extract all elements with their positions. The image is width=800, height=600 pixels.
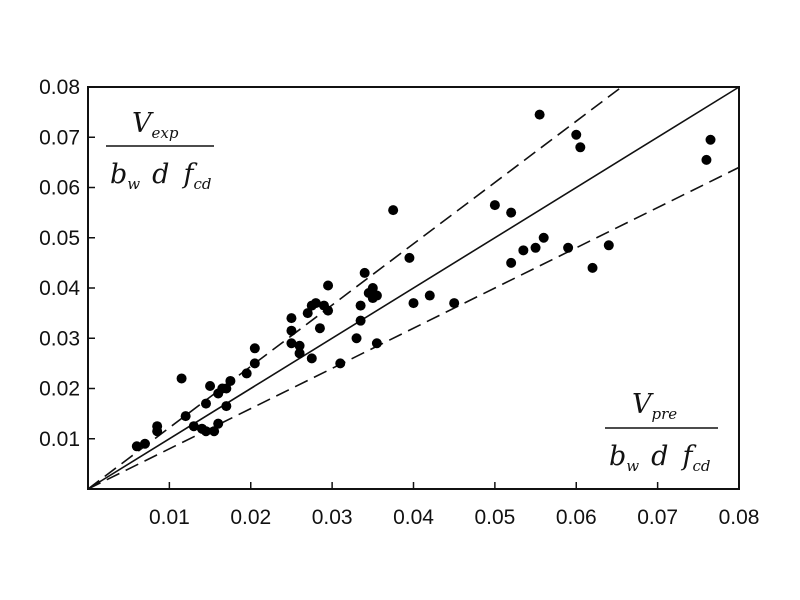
x-label-denominator: bw d fcd <box>609 441 710 475</box>
x-tick-label: 0.07 <box>637 506 678 529</box>
data-point <box>587 262 598 273</box>
data-point <box>408 298 419 309</box>
data-point <box>131 441 142 452</box>
data-point <box>404 252 415 263</box>
data-point <box>205 380 216 391</box>
data-point <box>603 240 614 251</box>
data-point <box>506 207 517 218</box>
y-tick-label: 0.07 <box>39 126 80 149</box>
data-point <box>286 338 297 349</box>
x-tick-label: 0.04 <box>393 506 434 529</box>
data-point <box>489 200 500 211</box>
data-point <box>306 353 317 364</box>
data-point <box>323 305 334 316</box>
x-tick-label: 0.02 <box>230 506 271 529</box>
data-point <box>241 368 252 379</box>
data-point <box>534 109 545 120</box>
data-point <box>351 333 362 344</box>
data-point <box>200 398 211 409</box>
x-tick-label: 0.03 <box>312 506 353 529</box>
data-point <box>286 313 297 324</box>
y-axis-label: Vexp bw d fcd <box>106 108 214 193</box>
data-point <box>221 401 232 412</box>
y-tick-label: 0.06 <box>39 177 80 200</box>
data-point <box>323 280 334 291</box>
data-point <box>213 418 224 429</box>
y-label-denominator: bw d fcd <box>110 159 211 193</box>
x-tick-label: 0.05 <box>474 506 515 529</box>
data-point <box>449 298 460 309</box>
x-tick-label: 0.08 <box>719 506 760 529</box>
y-tick-label: 0.05 <box>39 227 80 250</box>
x-label-numerator: Vpre <box>632 389 677 423</box>
y-label-numerator: Vexp <box>132 108 179 142</box>
data-point <box>188 421 199 432</box>
data-point <box>200 426 211 437</box>
data-point <box>367 283 378 293</box>
data-point <box>371 338 382 349</box>
data-point <box>571 129 582 140</box>
y-tick-label: 0.02 <box>39 378 80 401</box>
data-point <box>152 421 163 432</box>
y-tick-label: 0.08 <box>39 76 80 99</box>
data-point <box>371 290 382 301</box>
data-point <box>701 154 712 165</box>
data-point <box>335 358 346 369</box>
data-point <box>506 257 517 268</box>
data-point <box>302 308 313 319</box>
data-point <box>139 438 150 449</box>
data-point <box>209 426 220 437</box>
data-point <box>530 242 541 253</box>
y-tick-label: 0.04 <box>39 277 80 300</box>
data-point <box>424 290 435 301</box>
data-point <box>359 267 370 278</box>
data-point <box>314 323 325 334</box>
data-point <box>294 348 305 359</box>
y-tick-label: 0.01 <box>39 428 80 451</box>
data-point <box>355 300 366 311</box>
data-point <box>249 343 260 354</box>
x-tick-label: 0.01 <box>149 506 190 529</box>
data-point <box>176 373 187 384</box>
data-point <box>294 340 305 351</box>
y-tick-label: 0.03 <box>39 327 80 350</box>
data-point <box>388 205 399 216</box>
data-point <box>286 325 297 336</box>
data-points <box>131 109 716 452</box>
data-point <box>538 232 549 243</box>
data-point <box>355 315 366 326</box>
data-point <box>310 298 321 309</box>
data-point <box>705 134 716 145</box>
bound-line-1 <box>87 86 623 490</box>
data-point <box>563 242 574 253</box>
data-point <box>575 142 586 153</box>
bound-line-2 <box>87 166 740 490</box>
data-point <box>225 375 236 386</box>
x-axis-label: Vpre bw d fcd <box>605 389 718 475</box>
data-point <box>180 411 191 422</box>
data-point <box>221 383 232 394</box>
x-tick-label: 0.06 <box>556 506 597 529</box>
data-point <box>518 245 529 256</box>
data-point <box>249 358 260 369</box>
axis-ticks: 0.01 0.02 0.03 0.04 0.05 0.06 0.07 0.08 0.01 0.02… <box>39 76 759 529</box>
